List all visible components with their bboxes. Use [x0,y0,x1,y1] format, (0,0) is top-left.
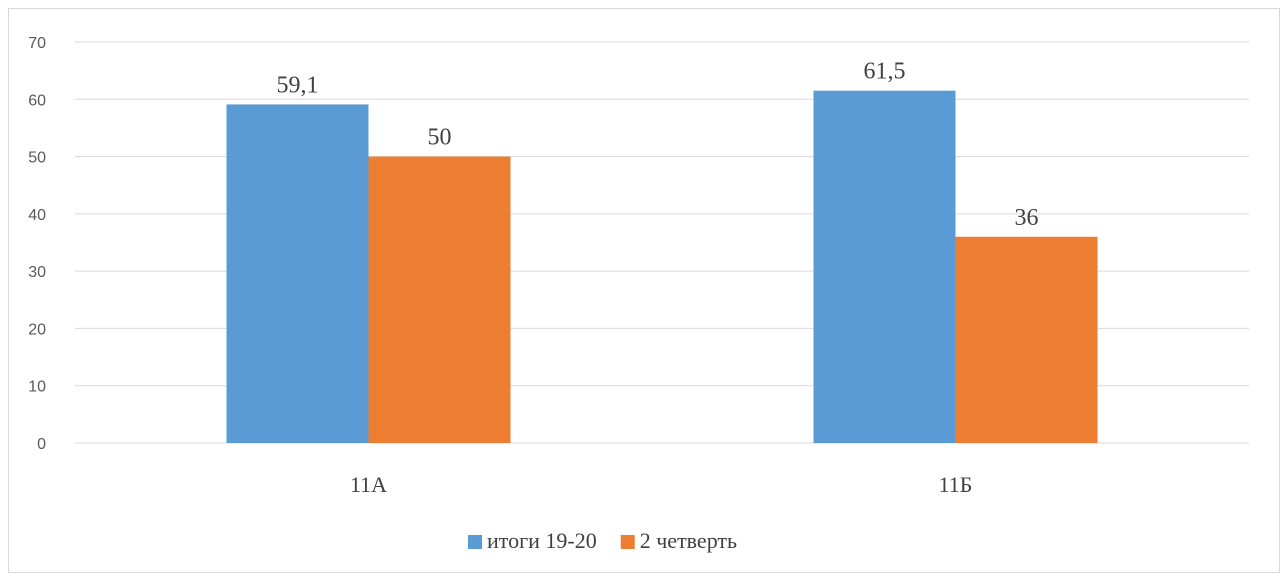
legend-label: итоги 19-20 [487,528,597,553]
bar [813,90,956,443]
bar [955,236,1098,443]
y-tick-label: 50 [28,150,46,167]
bar [368,156,511,444]
y-tick-label: 70 [28,35,46,52]
x-tick-label: 11Б [939,472,973,497]
legend-swatch [620,535,635,549]
data-label: 61,5 [864,59,906,85]
legend-swatch [468,535,482,549]
legend-label: 2 четверть [640,528,737,553]
x-tick-label: 11А [350,472,387,497]
y-tick-label: 60 [28,92,46,109]
y-tick-label: 40 [28,207,46,224]
y-tick-label: 30 [28,264,46,281]
y-tick-label: 20 [28,321,46,338]
data-label: 36 [1015,205,1039,231]
bar [226,104,369,443]
y-tick-label: 0 [37,436,46,453]
data-label: 59,1 [277,72,319,98]
y-tick-label: 10 [28,379,46,396]
data-label: 50 [428,125,452,151]
